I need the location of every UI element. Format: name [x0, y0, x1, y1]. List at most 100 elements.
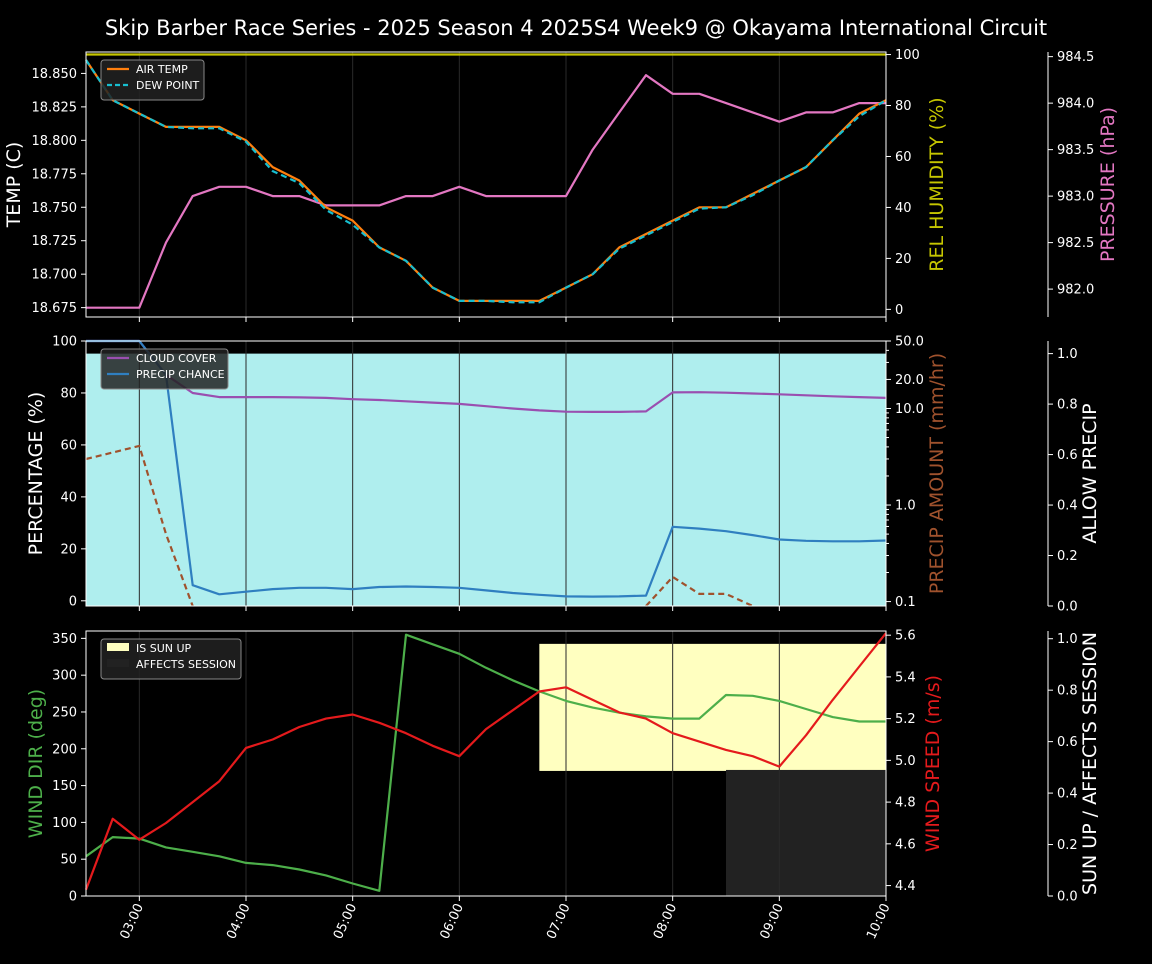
legend-label: IS SUN UP [136, 642, 192, 655]
left-tick-label: 18.850 [32, 67, 78, 82]
precip-amount-line [85, 444, 194, 607]
right-tick-label: 80 [895, 99, 912, 114]
right-tick-label: 983.0 [1057, 190, 1094, 205]
dew-point-line [85, 59, 887, 304]
legend-label: PRECIP CHANCE [136, 368, 225, 381]
x-tick-label: 05:00 [331, 901, 360, 941]
precip-chance-line [86, 339, 887, 598]
left-tick-label: 18.775 [32, 167, 78, 182]
pressure-line [86, 74, 886, 309]
right-tick-label: 1.0 [1057, 347, 1078, 362]
y-axis-label-wind-dir: WIND DIR (deg) [25, 689, 47, 838]
right-tick-label: 5.4 [895, 670, 916, 685]
x-tick-label: 08:00 [651, 901, 680, 941]
y-axis-label-humidity: REL HUMIDITY (%) [926, 97, 948, 271]
affects-session-area [726, 769, 886, 896]
right-tick-label: 60 [895, 150, 912, 165]
x-tick-label: 06:00 [438, 901, 467, 941]
wind-speed-line [84, 632, 887, 891]
precip-amount-line [645, 575, 754, 608]
y-axis-label-percentage: PERCENTAGE (%) [25, 392, 47, 556]
left-tick-label: 80 [60, 386, 77, 401]
y-axis-label-allow-precip: ALLOW PRECIP [1079, 403, 1101, 543]
right-tick-label: 0.6 [1057, 735, 1078, 750]
y-axis-label-precip-amount: PRECIP AMOUNT (mm/hr) [926, 353, 948, 594]
left-tick-label: 18.800 [32, 134, 78, 149]
left-tick-label: 300 [52, 669, 77, 684]
legend-swatch-2-0 [107, 643, 129, 651]
right-tick-label: 5.6 [895, 629, 916, 644]
right-tick-label: 984.5 [1057, 50, 1094, 65]
right-tick-label: 4.6 [895, 837, 916, 852]
left-tick-label: 18.825 [32, 100, 78, 115]
right-tick-label: 10.0 [895, 402, 924, 417]
air-temp-line [85, 59, 887, 302]
right-tick-label: 983.5 [1057, 143, 1094, 158]
left-tick-label: 18.750 [32, 201, 78, 216]
right-tick-label: 0.2 [1057, 838, 1078, 853]
left-tick-label: 100 [52, 335, 77, 350]
y-axis-label-pressure: PRESSURE (hPa) [1097, 107, 1119, 262]
right-tick-label: 4.8 [895, 796, 916, 811]
legend-label: DEW POINT [136, 79, 200, 92]
right-tick-label: 0.6 [1057, 448, 1078, 463]
x-tick-label: 03:00 [118, 901, 147, 941]
left-tick-label: 250 [52, 705, 77, 720]
right-tick-label: 982.5 [1057, 236, 1094, 251]
left-tick-label: 150 [52, 779, 77, 794]
left-tick-label: 200 [52, 742, 77, 757]
right-tick-label: 50.0 [895, 335, 924, 350]
right-tick-label: 0.8 [1057, 398, 1078, 413]
right-tick-label: 20.0 [895, 373, 924, 388]
legend-box-1 [100, 348, 229, 390]
left-tick-label: 0 [69, 594, 77, 609]
left-tick-label: 0 [69, 890, 77, 905]
x-tick-label: 07:00 [544, 901, 573, 941]
legend-label: CLOUD COVER [136, 352, 217, 365]
left-tick-label: 18.700 [32, 268, 78, 283]
plot-frame-1 [85, 340, 887, 607]
left-tick-label: 100 [52, 816, 77, 831]
plot-frame-0 [85, 51, 887, 318]
x-tick-label: 10:00 [864, 901, 893, 941]
right-tick-label: 0.2 [1057, 549, 1078, 564]
right-tick-label: 1.0 [1057, 632, 1078, 647]
legend-label: AFFECTS SESSION [136, 658, 236, 671]
right-tick-label: 4.4 [895, 879, 916, 894]
y-axis-label-sun-up: SUN UP / AFFECTS SESSION [1079, 632, 1101, 895]
left-tick-label: 20 [60, 542, 77, 557]
legend-swatch-2-1 [107, 659, 129, 667]
right-tick-label: 0.0 [1057, 600, 1078, 615]
legend-box-2 [100, 638, 242, 680]
right-tick-label: 100 [895, 48, 920, 63]
cloud-cover-line [86, 339, 887, 413]
right-tick-label: 0.4 [1057, 499, 1078, 514]
right-tick-label: 0.0 [1057, 890, 1078, 905]
right-tick-label: 20 [895, 252, 912, 267]
right-tick-label: 5.0 [895, 754, 916, 769]
x-tick-label: 04:00 [224, 901, 253, 941]
right-tick-label: 1.0 [895, 499, 916, 514]
y-axis-label-temp: TEMP (C) [3, 142, 25, 229]
figure-title: Skip Barber Race Series - 2025 Season 4 … [105, 16, 1047, 40]
left-tick-label: 18.675 [32, 301, 78, 316]
wind-dir-line [85, 633, 886, 892]
right-tick-label: 0.4 [1057, 787, 1078, 802]
right-tick-label: 5.2 [895, 712, 916, 727]
right-tick-label: 40 [895, 201, 912, 216]
left-tick-label: 350 [52, 632, 77, 647]
legend-label: AIR TEMP [136, 63, 188, 76]
left-tick-label: 40 [60, 490, 77, 505]
allow-precip-area [86, 353, 886, 606]
left-tick-label: 60 [60, 438, 77, 453]
right-tick-label: 984.0 [1057, 97, 1094, 112]
y-axis-label-wind-speed: WIND SPEED (m/s) [922, 675, 944, 852]
right-tick-label: 0.1 [895, 595, 916, 610]
right-tick-label: 0 [895, 303, 903, 318]
right-tick-label: 0.8 [1057, 684, 1078, 699]
x-tick-label: 09:00 [758, 901, 787, 941]
plot-frame-2 [85, 630, 887, 897]
left-tick-label: 18.725 [32, 234, 78, 249]
